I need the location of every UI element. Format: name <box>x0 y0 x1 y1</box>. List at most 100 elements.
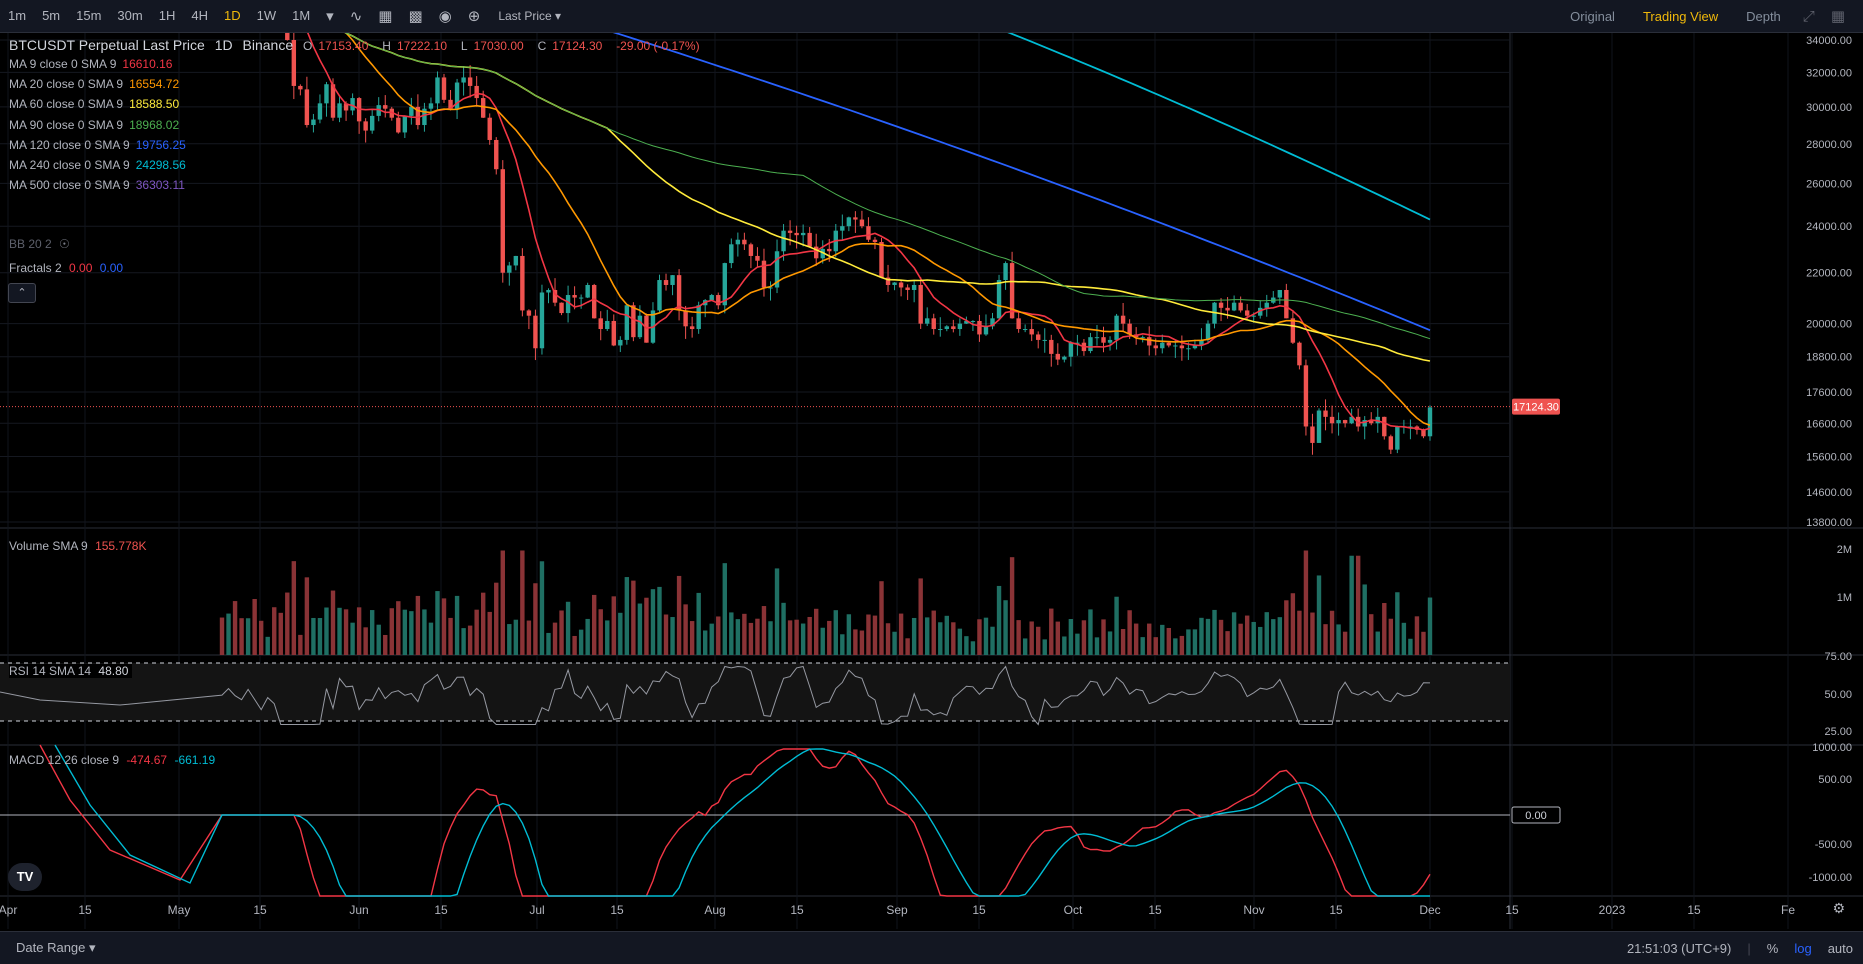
timeframe-15m[interactable]: 15m <box>76 8 102 23</box>
candle-body <box>520 255 525 311</box>
volume-bar <box>409 611 414 655</box>
timeframe-5m[interactable]: 5m <box>42 8 61 23</box>
volume-bar <box>1375 631 1380 655</box>
fractals-legend[interactable]: Fractals 2 0.00 0.00 <box>9 261 123 275</box>
volume-bar <box>383 634 388 655</box>
volume-bar <box>1251 621 1256 655</box>
candle-body <box>1303 365 1309 427</box>
timeframe-4h[interactable]: 4H <box>191 8 208 23</box>
volume-bar <box>1427 597 1433 655</box>
volume-bar <box>350 622 355 655</box>
ma-legend-row[interactable]: MA 60 close 0 SMA 9 18588.50 <box>9 97 179 111</box>
ma-legend-label: MA 90 close 0 SMA 9 <box>9 117 124 132</box>
volume-bar <box>1303 550 1309 655</box>
timeframe-30m[interactable]: 30m <box>117 8 143 23</box>
price-chart[interactable]: 34000.00 32000.00 30000.00 28000.00 26000.00… <box>0 33 1863 929</box>
volume-bar <box>369 610 375 655</box>
candle-body <box>755 255 760 261</box>
volume-bar <box>1003 600 1008 655</box>
timeframe-1h[interactable]: 1H <box>158 8 176 23</box>
volume-bar <box>487 611 492 655</box>
tab-trading-view[interactable]: Trading View <box>1642 8 1719 24</box>
templates-icon[interactable]: ▦ <box>378 8 393 25</box>
volume-bar <box>1401 622 1407 655</box>
candle-body <box>977 320 982 335</box>
chart-type-icon[interactable]: ▩ <box>408 8 423 25</box>
volume-bar <box>422 609 427 655</box>
log-scale-toggle[interactable]: log <box>1794 940 1812 956</box>
volume-bar <box>898 613 904 655</box>
volume-bar <box>1244 615 1250 655</box>
candle-body <box>396 117 401 133</box>
candle-body <box>1297 342 1302 366</box>
macd-zero-label: 0.00 <box>1525 810 1546 822</box>
candle-body <box>591 284 597 319</box>
candle-body <box>1310 426 1315 443</box>
expand-icon[interactable]: ⤢ <box>1802 7 1815 25</box>
candle-body <box>676 275 682 311</box>
volume-bar <box>272 607 277 655</box>
volume-bar <box>977 619 982 655</box>
candle-body <box>1323 410 1328 417</box>
gear-icon[interactable]: ⚙ <box>1832 900 1845 916</box>
tab-original[interactable]: Original <box>1570 8 1615 24</box>
candle-body <box>624 305 630 340</box>
volume-bar <box>846 614 852 655</box>
volume-bar <box>1395 592 1400 655</box>
camera-icon[interactable]: ◉ <box>438 8 452 25</box>
volume-bar <box>1362 584 1367 655</box>
time-tick-label: 15 <box>1329 903 1343 917</box>
volume-bar <box>1238 623 1243 655</box>
time-tick-label: Aug <box>704 903 725 917</box>
volume-bar <box>1173 638 1178 655</box>
eye-slash-icon[interactable]: ☉ <box>59 237 70 251</box>
timeframe-1m[interactable]: 1m <box>8 8 27 23</box>
timeframe-1w[interactable]: 1W <box>256 8 277 23</box>
auto-scale-toggle[interactable]: auto <box>1827 940 1853 956</box>
timeframe-1d[interactable]: 1D <box>223 8 241 23</box>
volume-bar <box>1231 612 1237 655</box>
grid-layout-icon[interactable]: ▦ <box>1830 8 1845 25</box>
tradingview-logo-icon[interactable]: TV <box>8 863 42 891</box>
macd-tick-label: -500.00 <box>1815 839 1852 851</box>
chevron-down-icon[interactable]: ▾ <box>326 8 334 25</box>
ma-legend-row[interactable]: MA 500 close 0 SMA 9 36303.11 <box>9 178 185 192</box>
current-price-label: 17124.30 <box>1513 402 1559 414</box>
ma-legend-row[interactable]: MA 120 close 0 SMA 9 19756.25 <box>9 138 186 152</box>
tab-depth[interactable]: Depth <box>1746 8 1781 24</box>
ma-legend-row[interactable]: MA 9 close 0 SMA 9 16610.16 <box>9 57 172 71</box>
candle-body <box>1251 315 1256 317</box>
candle-body <box>402 115 408 133</box>
bb-legend[interactable]: BB 20 2 ☉ <box>9 237 70 251</box>
ma-legend-row[interactable]: MA 240 close 0 SMA 9 24298.56 <box>9 158 186 172</box>
candle-body <box>415 106 421 126</box>
candle-body <box>911 284 917 290</box>
time-tick-label: Fe <box>1781 903 1795 917</box>
price-tick-label: 16600.00 <box>1806 418 1852 430</box>
volume-bar <box>1049 608 1054 655</box>
date-range-button[interactable]: Date Range ▾ <box>0 940 96 956</box>
ma-legend-row[interactable]: MA 20 close 0 SMA 9 16554.72 <box>9 77 179 91</box>
ma-legend-value: 18588.50 <box>129 97 180 112</box>
price-type-select[interactable]: Last Price ▾ <box>498 9 562 23</box>
percent-scale-toggle[interactable]: % <box>1766 940 1779 956</box>
collapse-legend-button[interactable]: ⌃ <box>8 283 36 303</box>
indicators-icon[interactable]: ∿ <box>349 8 363 25</box>
volume-bar <box>304 577 310 655</box>
candle-body <box>298 85 303 90</box>
volume-bar <box>696 592 701 655</box>
volume-bar <box>1323 624 1328 655</box>
timeframe-1m[interactable]: 1M <box>292 8 311 23</box>
volume-bar <box>219 617 225 655</box>
volume-bar <box>1127 610 1132 655</box>
ma-legend-label: MA 20 close 0 SMA 9 <box>9 77 124 92</box>
price-tick-label: 28000.00 <box>1806 139 1852 151</box>
candle-body <box>1147 337 1152 346</box>
ma-legend-row[interactable]: MA 90 close 0 SMA 9 18968.02 <box>9 118 179 132</box>
ma-legend-value: 36303.11 <box>135 178 185 193</box>
candle-body <box>376 105 381 116</box>
candle-body <box>1160 342 1165 349</box>
rsi-tick-label: 25.00 <box>1824 726 1852 738</box>
macd-legend: MACD 12 26 close 9 -474.67 -661.19 <box>9 753 215 767</box>
add-icon[interactable]: ⊕ <box>467 8 481 25</box>
